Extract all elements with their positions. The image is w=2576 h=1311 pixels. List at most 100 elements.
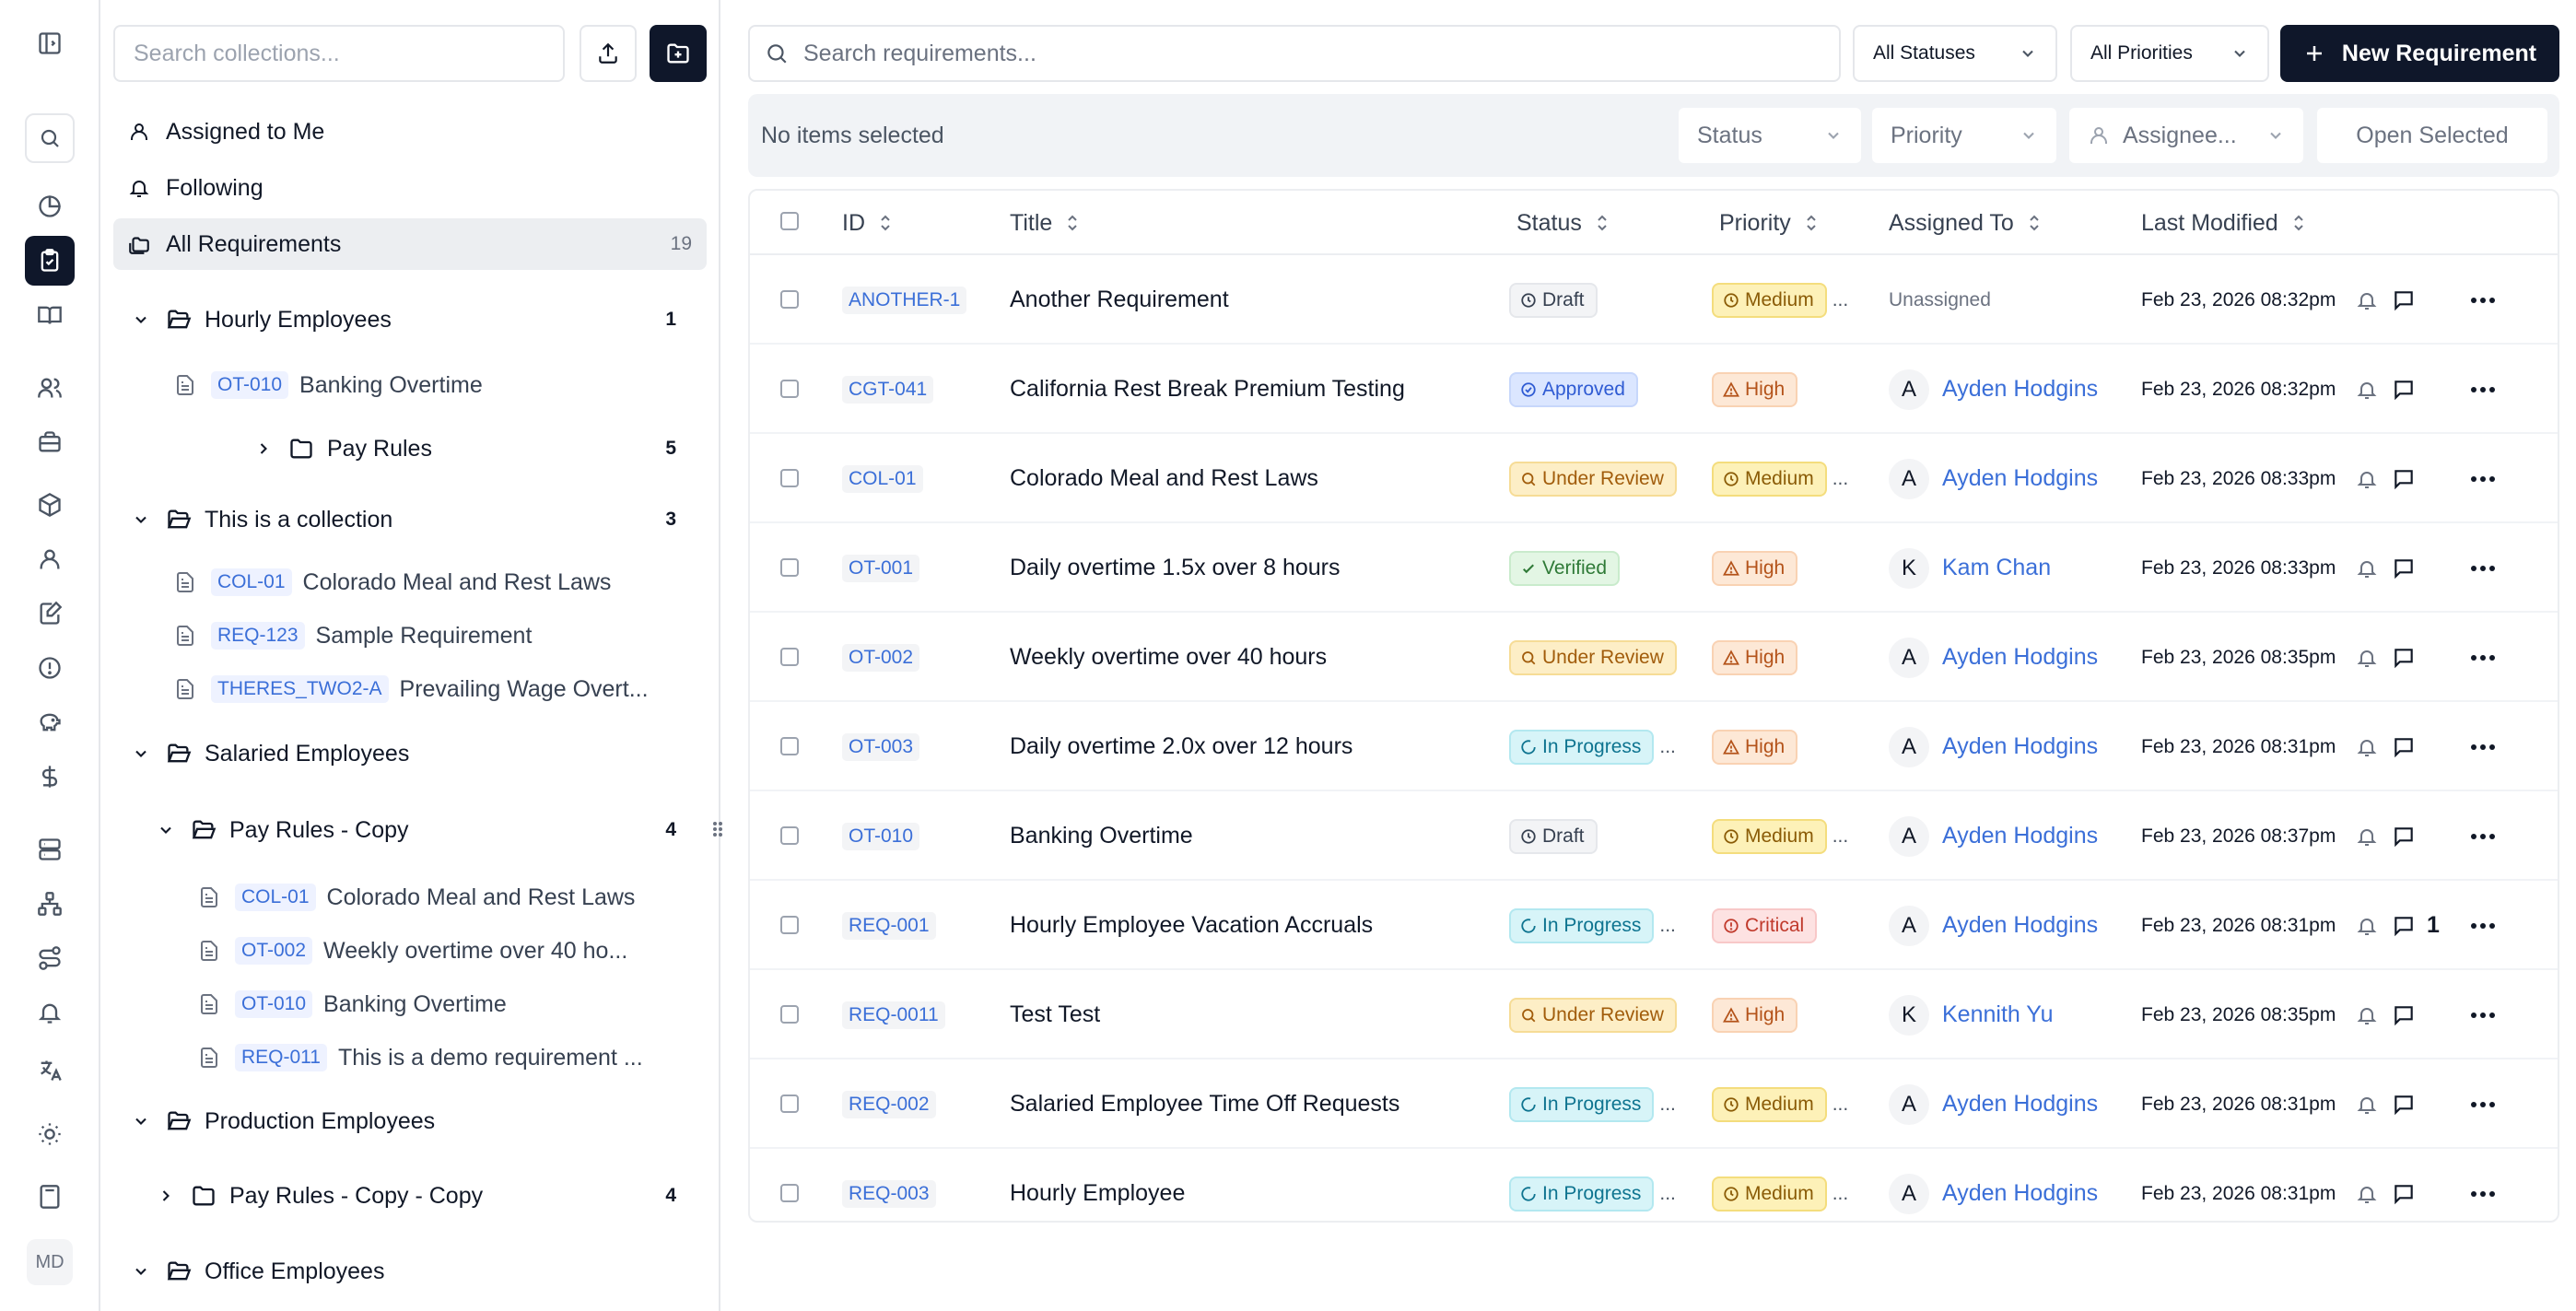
nav-all-requirements[interactable]: All Requirements 19 — [113, 218, 707, 270]
bulk-priority-select[interactable]: Priority — [1872, 108, 2056, 163]
bulk-assignee-select[interactable]: Assignee... — [2069, 108, 2303, 163]
follow-button[interactable] — [2356, 434, 2378, 523]
row-menu-button[interactable] — [2470, 613, 2496, 702]
follow-button[interactable] — [2356, 345, 2378, 434]
assignee[interactable]: A Ayden Hodgins — [1889, 815, 2098, 857]
status-badge[interactable]: Draft — [1509, 282, 1598, 318]
comment-button[interactable] — [2392, 702, 2416, 791]
user-icon[interactable] — [25, 534, 75, 584]
row-menu-button[interactable] — [2470, 255, 2496, 345]
table-row[interactable]: OT-003 Daily overtime 2.0x over 12 hours I… — [750, 702, 2558, 791]
assignee[interactable]: K Kennith Yu — [1889, 994, 2053, 1036]
bulk-status-select[interactable]: Status — [1679, 108, 1861, 163]
requirement-title[interactable]: Colorado Meal and Rest Laws — [1010, 465, 1318, 491]
chevron-down-icon[interactable] — [129, 744, 153, 763]
requirement-id-link[interactable]: REQ-001 — [842, 911, 936, 940]
priority-badge[interactable]: High — [1712, 639, 1798, 675]
comment-button[interactable] — [2392, 1059, 2416, 1149]
requirement-title[interactable]: Another Requirement — [1010, 287, 1229, 312]
table-row[interactable]: REQ-002 Salaried Employee Time Off Reques… — [750, 1059, 2558, 1149]
row-menu-button[interactable] — [2470, 970, 2496, 1059]
row-checkbox[interactable] — [780, 290, 799, 309]
row-checkbox[interactable] — [780, 1005, 799, 1024]
alert-circle-icon[interactable] — [25, 643, 75, 693]
assignee[interactable]: A Ayden Hodgins — [1889, 369, 2098, 410]
requirement-id-link[interactable]: REQ-002 — [842, 1090, 936, 1118]
clipboard-check-icon[interactable] — [25, 236, 75, 286]
priority-badge[interactable]: Critical — [1712, 907, 1818, 943]
status-badge[interactable]: Draft — [1509, 818, 1598, 854]
follow-button[interactable] — [2356, 1149, 2378, 1221]
briefcase-icon[interactable] — [25, 417, 75, 467]
row-menu-button[interactable] — [2470, 881, 2496, 970]
new-requirement-button[interactable]: New Requirement — [2280, 25, 2559, 82]
collection-pay-rules-copy-copy[interactable]: Pay Rules - Copy - Copy 4 — [154, 1170, 691, 1222]
status-badge[interactable]: In Progress — [1509, 729, 1655, 765]
table-row[interactable]: REQ-003 Hourly Employee In Progress... Medi… — [750, 1149, 2558, 1221]
book-open-icon[interactable] — [25, 290, 75, 340]
table-row[interactable]: OT-010 Banking Overtime Draft Medium... A Ayd… — [750, 791, 2558, 881]
collection-production-employees[interactable]: Production Employees — [129, 1095, 691, 1147]
new-collection-button[interactable] — [650, 25, 707, 82]
priority-badge[interactable]: High — [1712, 997, 1798, 1033]
row-checkbox[interactable] — [780, 1094, 799, 1113]
languages-icon[interactable] — [25, 1046, 75, 1095]
requirement-title[interactable]: California Rest Break Premium Testing — [1010, 376, 1405, 402]
row-checkbox[interactable] — [780, 380, 799, 398]
collection-item[interactable]: COL-01 Colorado Meal and Rest Laws — [174, 559, 611, 605]
resize-handle[interactable] — [710, 815, 725, 843]
row-checkbox[interactable] — [780, 558, 799, 577]
status-badge[interactable]: In Progress — [1509, 907, 1655, 943]
follow-button[interactable] — [2356, 613, 2378, 702]
chevron-right-icon[interactable] — [252, 439, 275, 458]
assignee[interactable]: K Kam Chan — [1889, 547, 2051, 589]
avatar[interactable]: MD — [27, 1239, 73, 1285]
chevron-down-icon[interactable] — [129, 310, 153, 329]
requirement-id-link[interactable]: OT-010 — [842, 822, 920, 850]
calculator-icon[interactable] — [25, 1172, 75, 1222]
pie-chart-icon[interactable] — [25, 181, 75, 231]
priority-badge[interactable]: High — [1712, 371, 1798, 407]
nav-following[interactable]: Following — [113, 162, 707, 214]
dollar-icon[interactable] — [25, 752, 75, 802]
assignee-unassigned[interactable]: Unassigned — [1889, 288, 1991, 310]
collection-item[interactable]: OT-002 Weekly overtime over 40 ho... — [198, 928, 627, 974]
assignee[interactable]: A Ayden Hodgins — [1889, 637, 2098, 678]
comment-button[interactable]: 1 — [2392, 881, 2440, 970]
collection-item[interactable]: OT-010 Banking Overtime — [174, 362, 483, 408]
select-all-checkbox[interactable] — [780, 212, 799, 230]
table-row[interactable]: REQ-001 Hourly Employee Vacation Accruals… — [750, 881, 2558, 970]
requirement-search-input[interactable]: Search requirements... — [748, 25, 1841, 82]
priority-badge[interactable]: Medium — [1712, 1086, 1827, 1122]
status-badge[interactable]: Under Review — [1509, 997, 1677, 1033]
requirement-id-link[interactable]: OT-002 — [842, 643, 920, 672]
column-header-assigned-to[interactable]: Assigned To — [1889, 191, 2042, 255]
upload-button[interactable] — [580, 25, 637, 82]
users-icon[interactable] — [25, 363, 75, 413]
requirement-title[interactable]: Banking Overtime — [1010, 823, 1193, 849]
collection-office-employees[interactable]: Office Employees — [129, 1246, 691, 1297]
status-filter-select[interactable]: All Statuses — [1853, 25, 2057, 82]
row-menu-button[interactable] — [2470, 434, 2496, 523]
collection-item[interactable]: OT-010 Banking Overtime — [198, 981, 507, 1027]
table-row[interactable]: CGT-041 California Rest Break Premium Tes… — [750, 345, 2558, 434]
requirement-title[interactable]: Weekly overtime over 40 hours — [1010, 644, 1328, 670]
comment-button[interactable] — [2392, 970, 2416, 1059]
requirement-title[interactable]: Hourly Employee Vacation Accruals — [1010, 912, 1374, 938]
status-badge[interactable]: In Progress — [1509, 1086, 1655, 1122]
follow-button[interactable] — [2356, 1059, 2378, 1149]
row-checkbox[interactable] — [780, 469, 799, 487]
assignee[interactable]: A Ayden Hodgins — [1889, 905, 2098, 946]
requirement-id-link[interactable]: OT-001 — [842, 554, 920, 582]
assignee[interactable]: A Ayden Hodgins — [1889, 1083, 2098, 1125]
collection-item[interactable]: THERES_TWO2-A Prevailing Wage Overt... — [174, 666, 649, 712]
table-row[interactable]: COL-01 Colorado Meal and Rest Laws Under R… — [750, 434, 2558, 523]
chevron-down-icon[interactable] — [129, 1112, 153, 1130]
collection-hourly-employees[interactable]: Hourly Employees 1 — [129, 294, 691, 345]
column-header-priority[interactable]: Priority — [1719, 191, 1819, 255]
requirement-title[interactable]: Daily overtime 1.5x over 8 hours — [1010, 555, 1341, 580]
collection-salaried-employees[interactable]: Salaried Employees — [129, 728, 691, 779]
sun-icon[interactable] — [25, 1109, 75, 1159]
server-icon[interactable] — [25, 825, 75, 874]
requirement-title[interactable]: Test Test — [1010, 1001, 1101, 1027]
